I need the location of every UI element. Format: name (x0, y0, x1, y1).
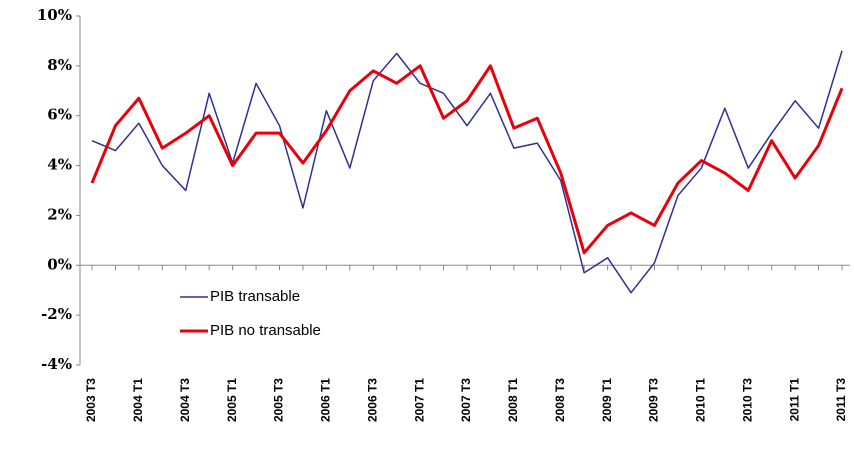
x-tick-label: 2004 T3 (178, 378, 192, 422)
y-tick-label: 6% (47, 106, 72, 124)
x-tick-label: 2006 T3 (365, 378, 379, 422)
legend-label: PIB transable (210, 288, 300, 305)
x-tick-label: 2005 T1 (225, 378, 239, 422)
y-tick-label: 8% (47, 56, 72, 74)
x-tick-label: 2007 T1 (412, 378, 426, 422)
legend-label: PIB no transable (210, 322, 321, 339)
y-tick-label: -2% (41, 305, 72, 323)
y-tick-label: 0% (47, 255, 72, 273)
y-tick-label: -4% (41, 355, 72, 373)
x-tick-label: 2007 T3 (459, 378, 473, 422)
y-tick-label: 10% (37, 6, 72, 24)
x-tick-label: 2009 T1 (600, 378, 614, 422)
y-tick-label: 4% (47, 156, 72, 174)
x-tick-label: 2006 T1 (319, 378, 333, 422)
x-tick-label: 2011 T1 (787, 378, 801, 422)
x-tick-label: 2011 T3 (834, 378, 848, 422)
y-tick-label: 2% (47, 205, 72, 223)
x-tick-label: 2008 T1 (506, 378, 520, 422)
x-tick-label: 2009 T3 (647, 378, 661, 422)
series-line (91, 50, 843, 294)
x-tick-label: 2003 T3 (84, 378, 98, 422)
x-tick-label: 2005 T3 (272, 378, 286, 422)
x-tick-label: 2004 T1 (131, 378, 145, 422)
x-tick-label: 2010 T3 (740, 378, 754, 422)
x-tick-label: 2008 T3 (553, 378, 567, 422)
series-line (90, 64, 844, 255)
x-tick-label: 2010 T1 (694, 378, 708, 422)
